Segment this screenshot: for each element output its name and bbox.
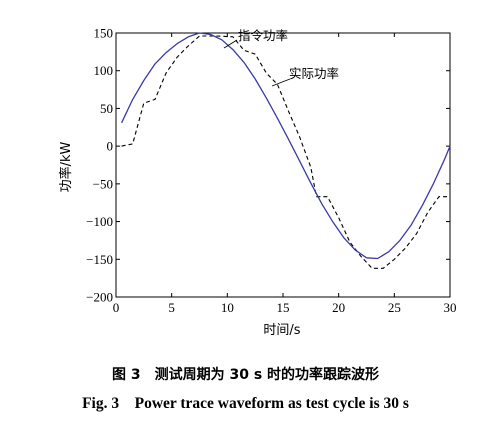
power-trace-chart: −200 −150 −100 −50 0 50 100 150 0 5 10 15 20 25 30 指令… — [58, 26, 457, 339]
figure-caption-english: Fig. 3 Power trace waveform as test cycl… — [82, 395, 409, 412]
x-axis-title: 时间/s — [263, 323, 300, 338]
x-tick-label: 10 — [221, 300, 234, 315]
y-tick-label: −50 — [93, 176, 113, 191]
y-tick-label: −200 — [86, 290, 113, 305]
y-tick-label: −150 — [86, 252, 113, 267]
series-label-actual: 实际功率 — [289, 66, 339, 81]
x-tick-label: 15 — [277, 300, 290, 315]
figure-caption-chinese: 图 3 测试周期为 30 s 时的功率跟踪波形 — [111, 367, 380, 383]
y-tick-label: 150 — [94, 26, 114, 41]
annotations: 指令功率 实际功率 — [223, 28, 339, 87]
series-label-command: 指令功率 — [238, 28, 288, 43]
series-line-command-power — [121, 35, 450, 269]
annotation-leader-command — [223, 39, 238, 49]
x-tick-label: 0 — [113, 300, 120, 315]
series-line-actual-power — [121, 32, 451, 260]
annotation-leader-actual — [271, 78, 291, 87]
x-axis: 0 5 10 15 20 25 30 — [113, 33, 457, 315]
series-layer — [121, 32, 451, 269]
x-tick-label: 20 — [332, 300, 345, 315]
x-tick-label: 30 — [444, 300, 457, 315]
y-tick-label: 100 — [94, 63, 114, 78]
y-tick-label: 50 — [100, 101, 113, 116]
y-tick-label: 0 — [107, 139, 114, 154]
y-axis-title: 功率/kW — [58, 141, 74, 192]
y-tick-label: −100 — [86, 214, 113, 229]
y-axis: −200 −150 −100 −50 0 50 100 150 — [86, 26, 450, 305]
x-tick-label: 25 — [388, 300, 401, 315]
x-tick-label: 5 — [168, 300, 175, 315]
